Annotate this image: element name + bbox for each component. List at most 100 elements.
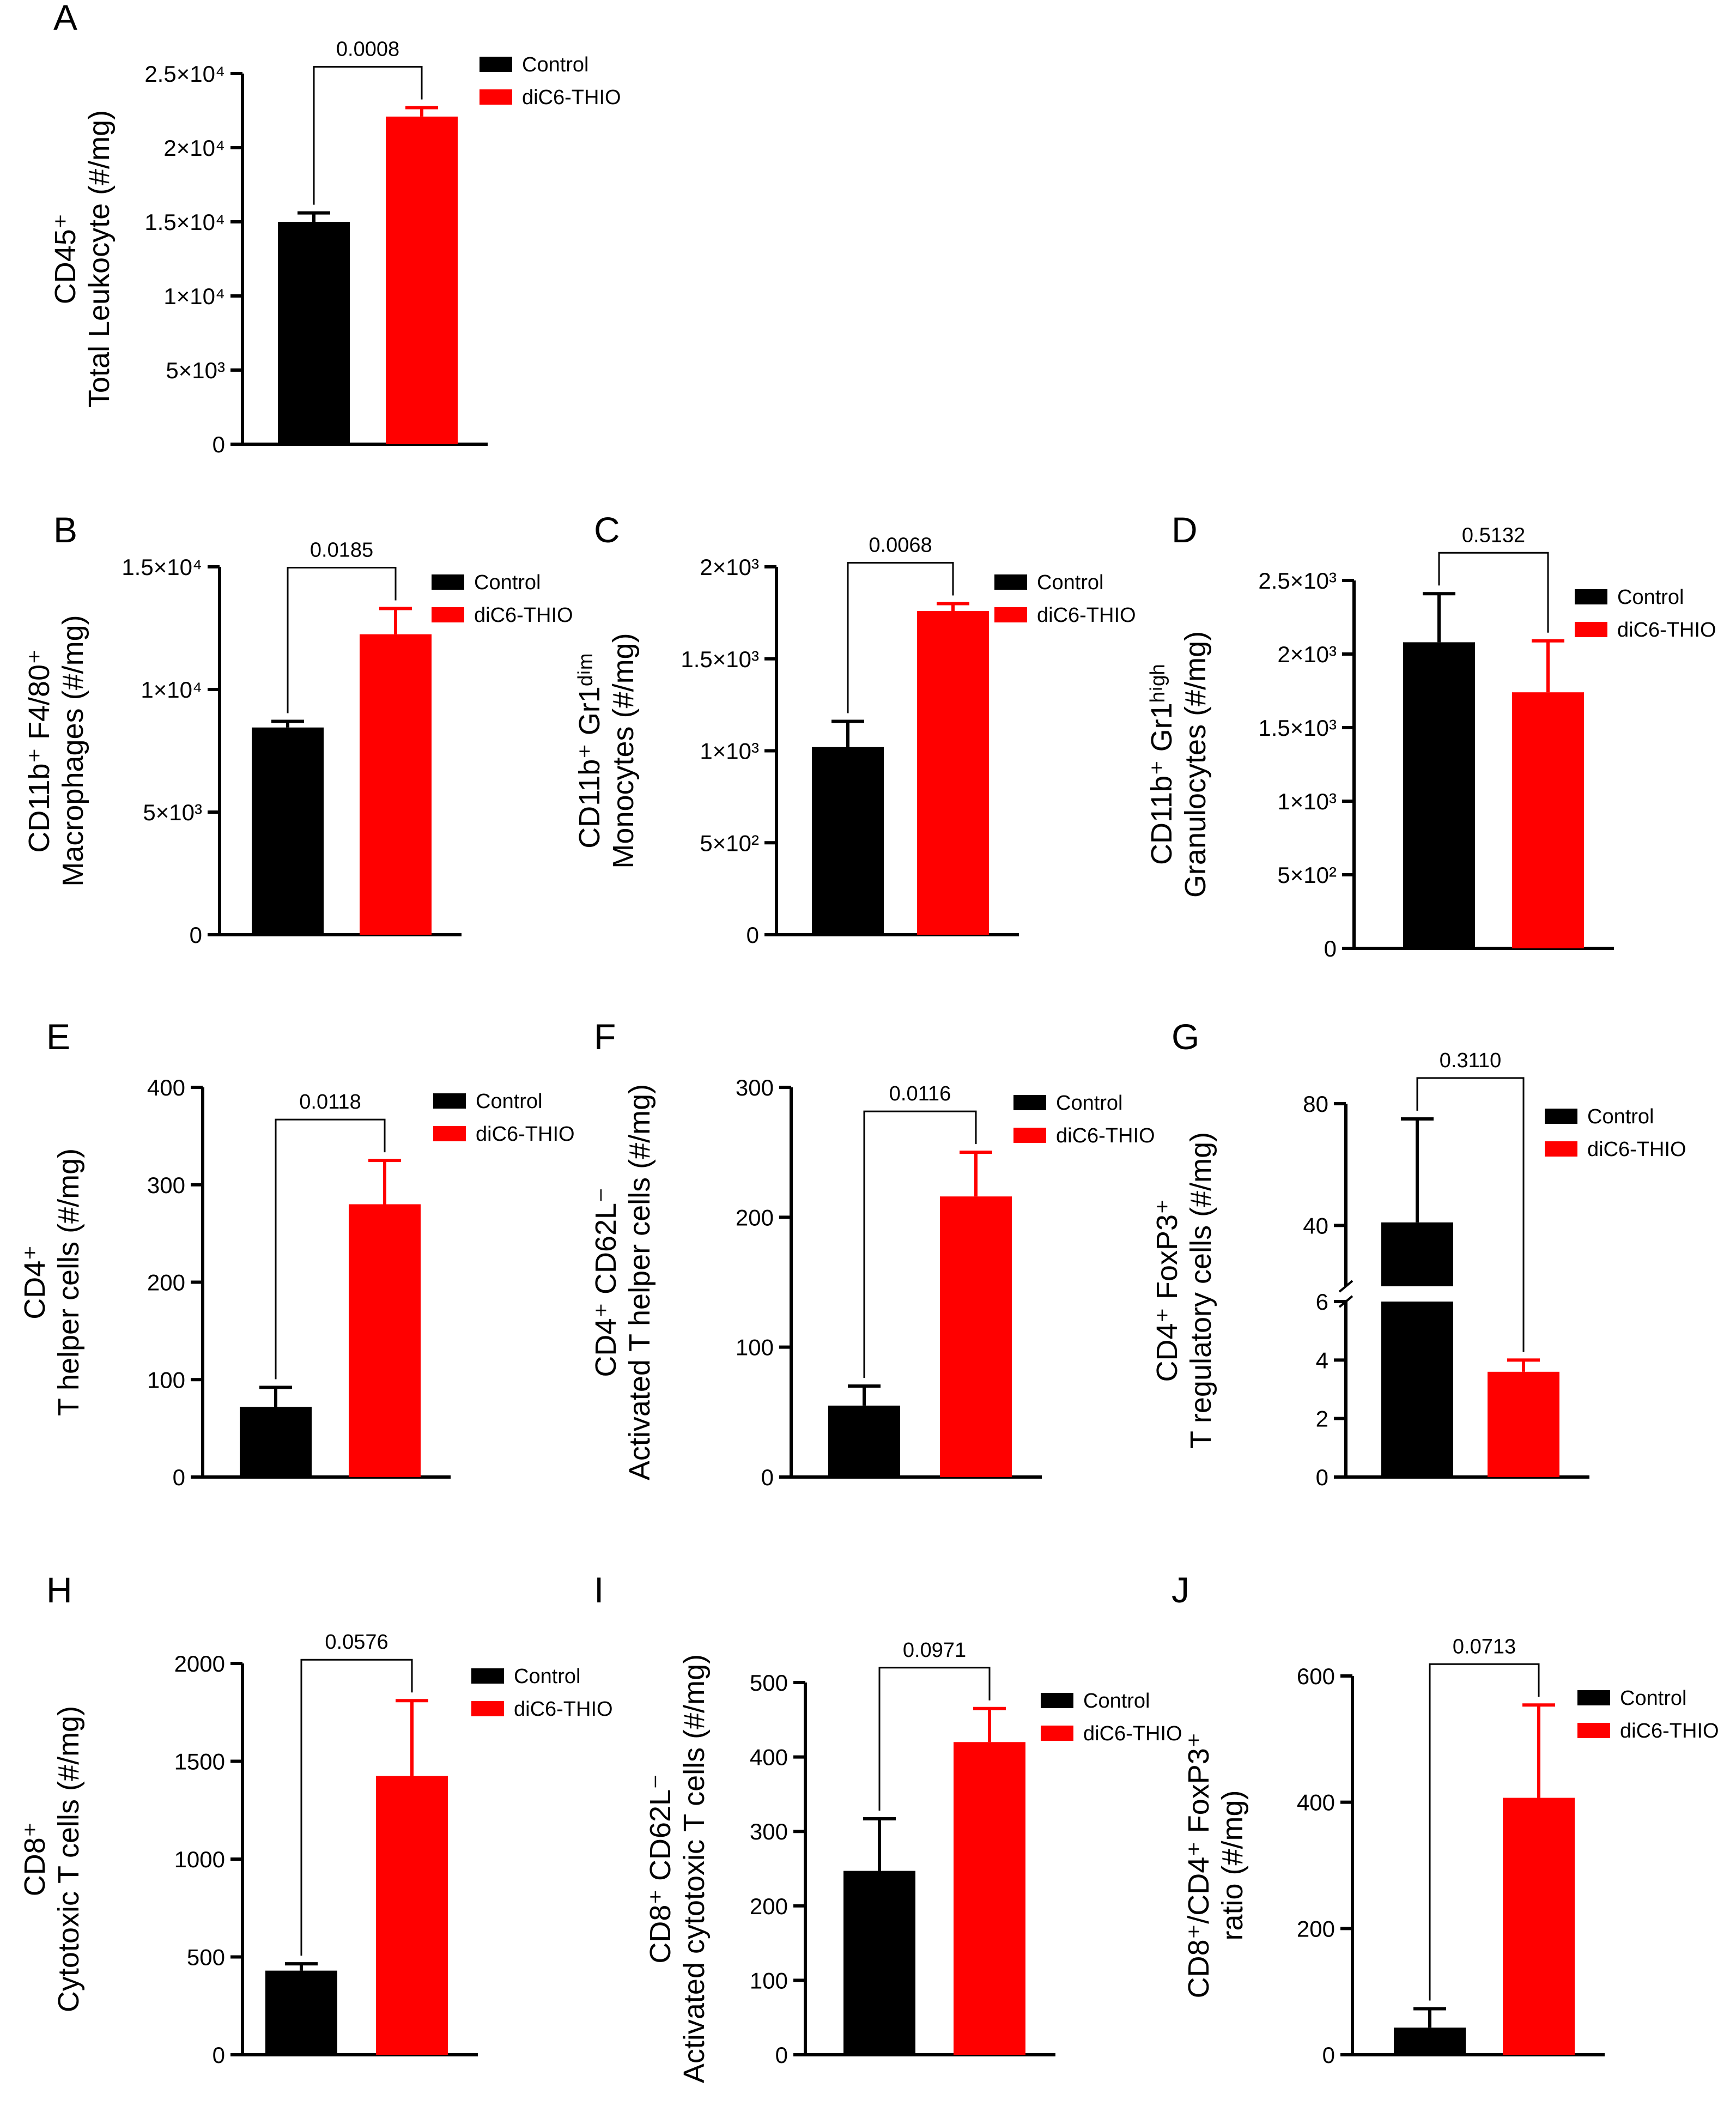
y-tick-label: 1.5×10⁴ (122, 554, 202, 580)
y-tick-label: 0 (213, 432, 225, 457)
y-tick-label: 1.5×10⁴ (144, 209, 225, 235)
y-axis-label-line: Macrophages (#/mg) (57, 615, 89, 886)
y-axis-label: CD11b⁺ Gr1ᵈⁱᵐ Monocytes (#/mg) (573, 633, 640, 868)
panel-f: F 0 100 200 300 CD4⁺ CD62L⁻ Activated T helper… (590, 1016, 1155, 1490)
bar-control (1394, 2028, 1466, 2055)
y-tick-label: 2×10⁴ (163, 135, 225, 161)
y-axis-label-line: CD45⁺ (49, 214, 82, 305)
y-tick-label: 400 (750, 1745, 788, 1770)
panel-a: A 0 5×10³ 1×10⁴ 1.5×10⁴ 2×10⁴ 2.5×10⁴ CD45⁺ Tota… (49, 0, 621, 457)
legend-swatch-treatment (1577, 1723, 1610, 1738)
bar-treatment (386, 116, 458, 444)
bar-control (843, 1871, 915, 2055)
bar-treatment (1503, 1798, 1575, 2055)
legend-label-control: Control (474, 571, 541, 594)
y-axis: 0 100 200 300 400 (147, 1075, 204, 1490)
p-value-label: 0.0971 (903, 1639, 966, 1662)
y-tick-label: 400 (1297, 1790, 1335, 1816)
panel-e: E 0 100 200 300 400 CD4⁺ T helper cells (#/mg) 0… (19, 1016, 575, 1490)
y-tick-label: 200 (1297, 1916, 1335, 1941)
y-axis: 0 2 4 6 40 80 (1303, 1091, 1353, 1490)
y-axis-label-line: Granulocytes (#/mg) (1179, 631, 1212, 898)
legend-swatch-treatment (432, 607, 464, 622)
legend-swatch-treatment (1545, 1141, 1577, 1157)
p-value-label: 0.0068 (869, 534, 932, 557)
y-tick-label: 2×10³ (1277, 642, 1337, 667)
legend: Control diC6-THIO (1013, 1092, 1155, 1147)
y-tick-label: 0 (1322, 2042, 1335, 2068)
legend-swatch-control (1013, 1095, 1046, 1110)
y-tick-label: 1×10³ (700, 739, 759, 764)
legend-label-treatment: diC6-THIO (474, 604, 573, 627)
y-axis-label: CD11b⁺ F4/80⁺ Macrophages (#/mg) (23, 615, 89, 886)
legend-swatch-control (471, 1668, 504, 1684)
bar-control (278, 222, 350, 444)
legend-swatch-control (994, 574, 1027, 590)
y-axis-label-line: Total Leukocyte (#/mg) (83, 110, 116, 408)
y-axis: 0 5×10³ 1×10⁴ 1.5×10⁴ 2×10⁴ 2.5×10⁴ (144, 61, 244, 457)
significance-bracket (1429, 1663, 1540, 2001)
y-tick-label: 2000 (174, 1651, 225, 1677)
y-tick-label: 0 (1324, 936, 1337, 961)
panel-b: B 0 5×10³ 1×10⁴ 1.5×10⁴ CD11b⁺ F4/80⁺ Macropha… (23, 510, 573, 948)
legend-label-control: Control (1620, 1687, 1687, 1710)
y-axis-label: CD8⁺/CD4⁺ FoxP3⁺ ratio (#/mg) (1182, 1733, 1249, 1999)
panel-letter: E (46, 1016, 70, 1057)
y-tick-label: 2 (1316, 1406, 1328, 1432)
legend-swatch-treatment (433, 1126, 466, 1141)
y-tick-label: 600 (1297, 1663, 1335, 1689)
bar-treatment (376, 1776, 448, 2055)
y-tick-label: 2.5×10³ (1258, 568, 1337, 594)
legend: Control diC6-THIO (1545, 1105, 1686, 1161)
significance-bracket (287, 567, 397, 713)
legend-label-control: Control (1617, 586, 1684, 609)
y-tick-label: 0 (746, 922, 759, 948)
p-value-label: 0.0713 (1453, 1635, 1516, 1658)
significance-bracket (847, 562, 954, 713)
y-tick-label: 0 (761, 1465, 774, 1490)
y-tick-label: 300 (736, 1075, 774, 1100)
significance-bracket (878, 1667, 991, 1811)
y-tick-label: 5×10³ (166, 358, 225, 383)
p-value-label: 0.0185 (310, 539, 373, 562)
panel-letter: H (46, 1570, 72, 1610)
panel-letter: D (1172, 510, 1198, 550)
panel-i: I 0 100 200 300 400 500 CD8⁺ CD62L⁻ Activated cy… (594, 1570, 1182, 2083)
y-tick-label: 200 (750, 1893, 788, 1919)
y-axis: 0 100 200 300 400 500 (750, 1670, 807, 2068)
panel-letter: F (594, 1016, 616, 1057)
panel-c: C 0 5×10² 1×10³ 1.5×10³ 2×10³ CD11b⁺ Gr1ᵈⁱᵐ Mon… (573, 510, 1136, 948)
legend: Control diC6-THIO (1577, 1687, 1719, 1742)
bar-treatment (1488, 1371, 1559, 1477)
legend-swatch-treatment (994, 607, 1027, 622)
y-axis: 0 5×10² 1×10³ 1.5×10³ 2×10³ 2.5×10³ (1258, 568, 1356, 961)
legend-label-control: Control (1587, 1105, 1654, 1128)
bar-treatment (1512, 692, 1584, 948)
significance-bracket (300, 1659, 413, 1956)
panel-j: J 0 200 400 600 CD8⁺/CD4⁺ FoxP3⁺ ratio (#/mg) 0… (1172, 1570, 1719, 2068)
y-axis-label-line: CD11b⁺ Gr1ʰⁱᵍʰ (1145, 664, 1178, 865)
y-axis-label-line: CD8⁺ CD62L⁻ (644, 1774, 677, 1963)
y-axis-label-line: Activated cytotoxic T cells (#/mg) (678, 1654, 711, 2083)
legend: Control diC6-THIO (1575, 586, 1716, 642)
y-axis-label-line: Activated T helper cells (#/mg) (623, 1084, 656, 1480)
bar-control (1403, 642, 1475, 948)
y-tick-label: 200 (147, 1270, 185, 1296)
legend: Control diC6-THIO (471, 1665, 613, 1721)
y-axis-label-line: T helper cells (#/mg) (52, 1148, 85, 1416)
y-tick-label: 0 (173, 1465, 185, 1490)
y-tick-label: 0 (213, 2042, 225, 2068)
y-tick-label: 300 (147, 1172, 185, 1198)
y-tick-label: 1×10⁴ (163, 283, 225, 309)
y-axis: 0 500 1000 1500 2000 (174, 1651, 244, 2068)
y-axis-label: CD4⁺ FoxP3⁺ T regulatory cells (#/mg) (1151, 1132, 1217, 1449)
legend-swatch-control (1577, 1690, 1610, 1705)
bar-treatment (917, 611, 989, 935)
y-axis-label-line: CD4⁺ FoxP3⁺ (1151, 1199, 1183, 1382)
legend-label-treatment: diC6-THIO (1617, 619, 1716, 642)
legend: Control diC6-THIO (433, 1090, 575, 1146)
bar-treatment (940, 1196, 1012, 1477)
legend-label-treatment: diC6-THIO (1620, 1720, 1719, 1742)
bar-control (1381, 1222, 1453, 1287)
y-tick-label: 0 (775, 2042, 788, 2068)
